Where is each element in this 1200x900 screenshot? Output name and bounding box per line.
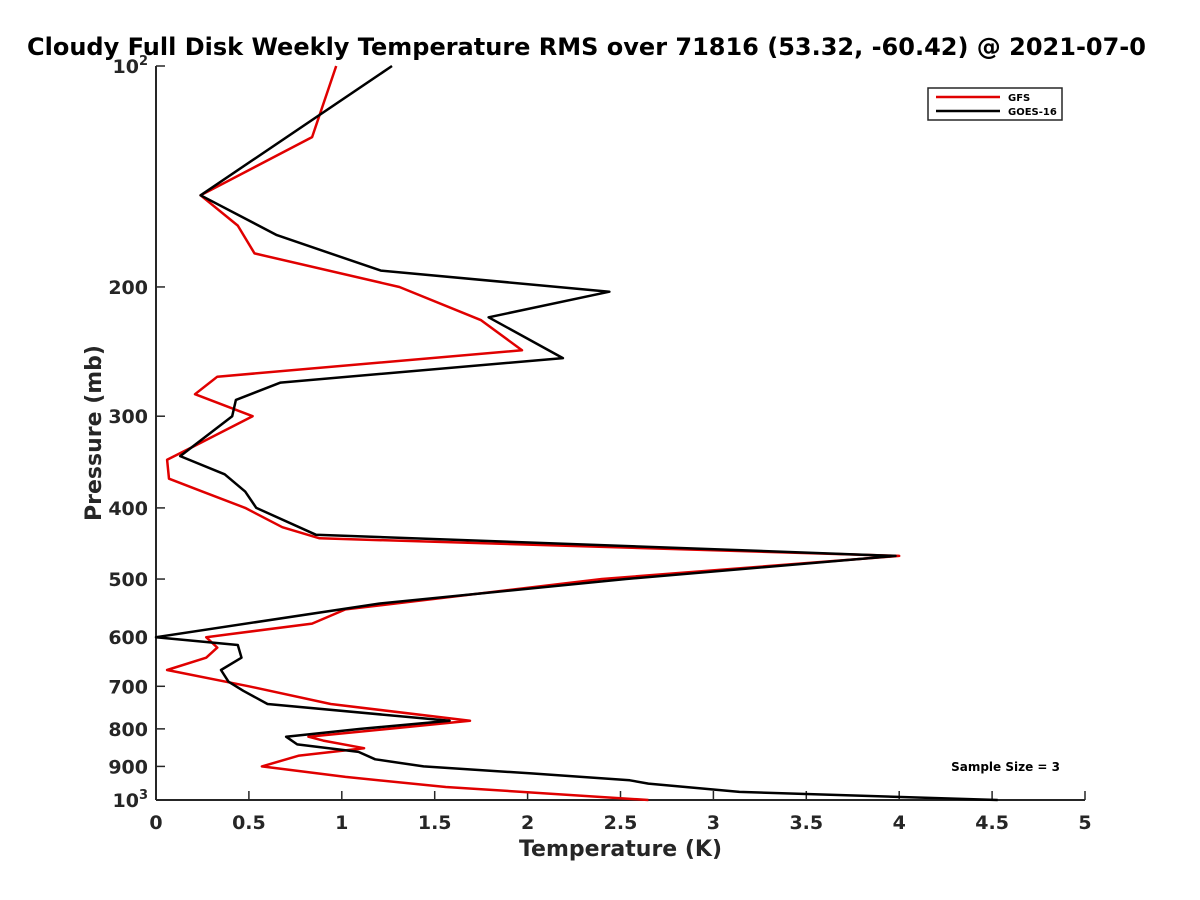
sample-size-annotation: Sample Size = 3 <box>951 760 1060 774</box>
x-tick-label: 3.5 <box>789 812 823 834</box>
y-tick-label: 300 <box>108 406 148 428</box>
x-tick-label: 4 <box>893 812 906 834</box>
x-tick-label: 4.5 <box>975 812 1009 834</box>
legend: GFS GOES-16 <box>927 87 1063 121</box>
series-layer <box>154 64 998 802</box>
y-tick-label: 800 <box>108 719 148 741</box>
series-line-goes-16 <box>154 64 998 802</box>
x-tick-label: 1.5 <box>418 812 452 834</box>
x-tick-label: 5 <box>1078 812 1091 834</box>
x-axis-label: Temperature (K) <box>519 837 722 862</box>
chart-title: Cloudy Full Disk Weekly Temperature RMS … <box>27 33 1146 61</box>
x-tick-label: 3 <box>707 812 720 834</box>
x-tick-label: 0 <box>149 812 162 834</box>
axes: 0 0.5 1 1.5 2 2.5 3 3.5 4 4.5 5 102 200 300 400 500 600 7… <box>108 54 1091 834</box>
legend-label: GFS <box>1008 93 1030 104</box>
y-tick-label: 103 <box>113 788 149 812</box>
series-line-gfs <box>165 65 901 802</box>
y-axis-label: Pressure (mb) <box>82 345 107 521</box>
y-tick-label: 700 <box>108 676 148 698</box>
x-tick-label: 1 <box>335 812 348 834</box>
y-tick-label: 900 <box>108 756 148 778</box>
legend-label: GOES-16 <box>1008 107 1057 118</box>
y-tick-label: 400 <box>108 498 148 520</box>
y-tick-label: 102 <box>113 54 149 78</box>
x-tick-label: 2.5 <box>604 812 638 834</box>
x-tick-label: 0.5 <box>232 812 266 834</box>
y-tick-label: 600 <box>108 627 148 649</box>
y-tick-label: 200 <box>108 277 148 299</box>
x-tick-label: 2 <box>521 812 534 834</box>
legend-box <box>927 87 1063 121</box>
y-tick-label: 500 <box>108 569 148 591</box>
